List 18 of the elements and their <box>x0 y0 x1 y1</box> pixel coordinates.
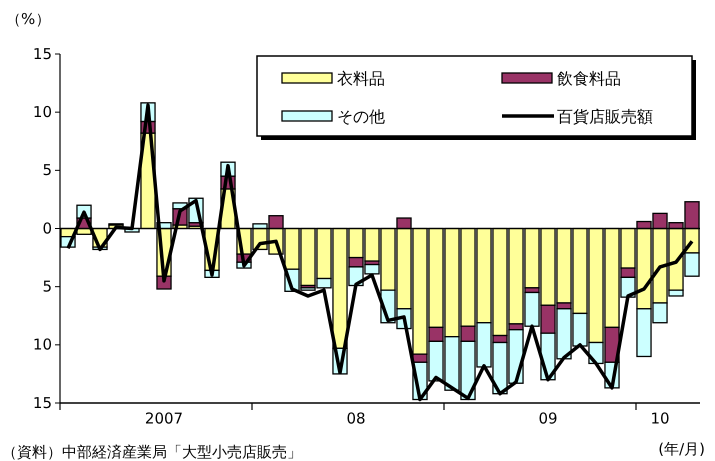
legend-label: 百貨店販売額 <box>557 107 653 126</box>
legend-label: 飲食料品 <box>557 69 621 88</box>
x-tick-label: 10 <box>650 410 670 428</box>
y-axis-title: （%） <box>6 10 50 28</box>
x-tick-label: 08 <box>346 410 366 428</box>
y-tick-label: 5 <box>42 277 52 296</box>
y-tick-label: 15 <box>32 44 52 63</box>
y-tick-label: 0 <box>42 219 52 238</box>
x-tick-label: 09 <box>538 410 558 428</box>
y-tick-label: 10 <box>32 102 52 121</box>
y-tick-label: 10 <box>32 336 52 354</box>
x-axis-title: (年/月) <box>658 440 705 458</box>
y-tick-label: 15 <box>32 394 52 412</box>
legend-label: 衣料品 <box>337 69 385 88</box>
y-tick-label: 5 <box>42 161 52 180</box>
text: （資料）中部経済産業局「大型小売店販売」 <box>2 443 302 461</box>
legend-label: その他 <box>337 107 385 126</box>
x-tick-label: 2007 <box>144 410 184 428</box>
